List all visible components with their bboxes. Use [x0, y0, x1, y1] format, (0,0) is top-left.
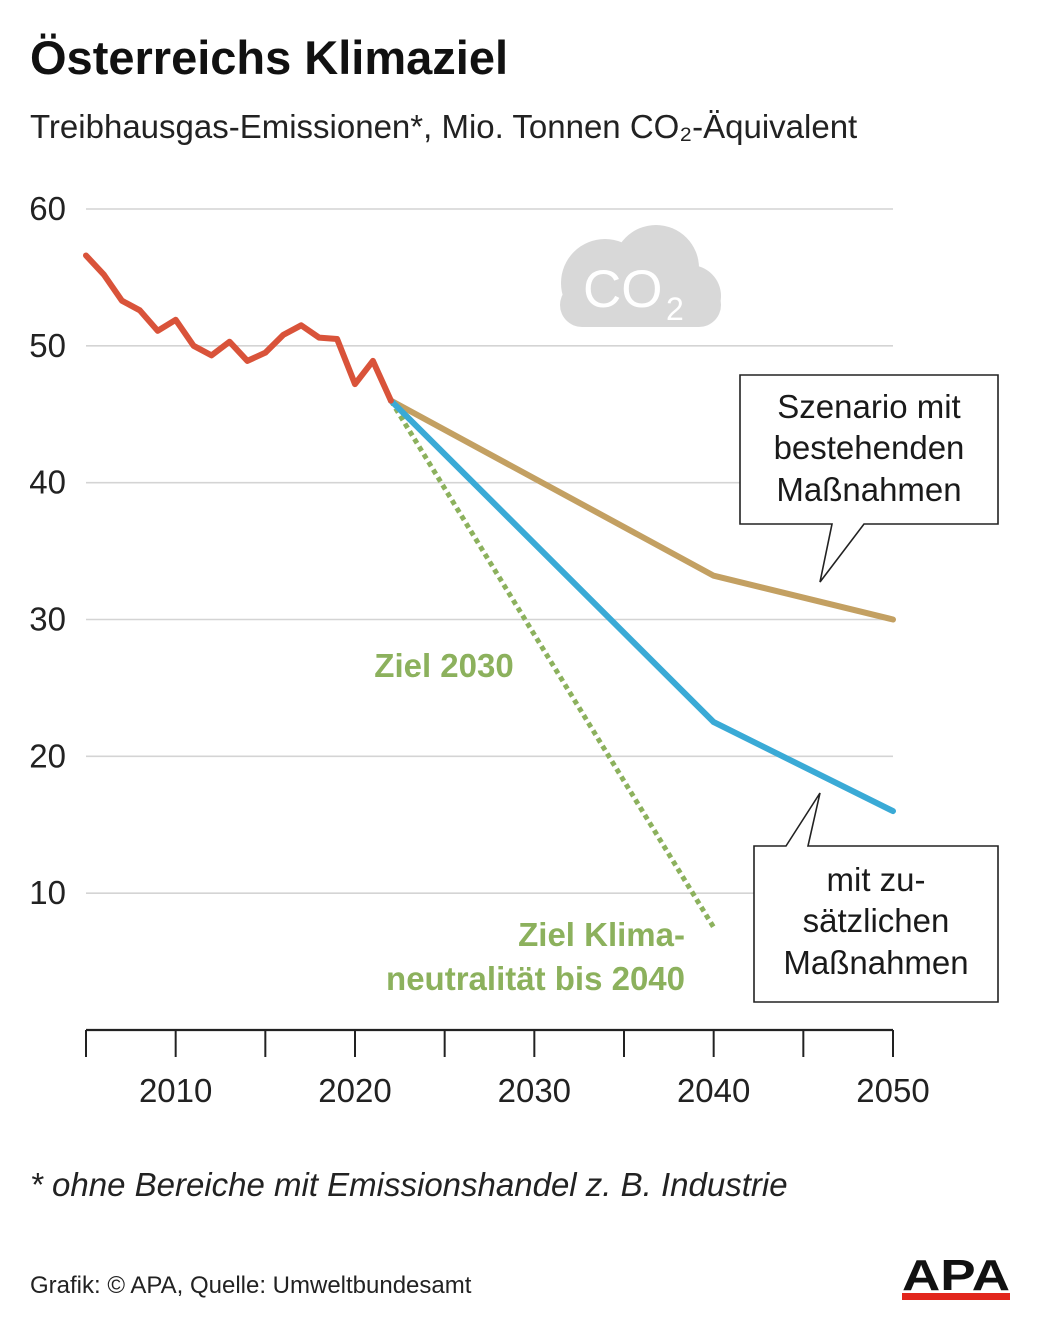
- cloud-shape: [560, 225, 721, 327]
- series-additional-measures-line: [387, 397, 896, 815]
- y-tick-label: 40: [29, 464, 66, 501]
- x-axis: 2010 2020 2030 2040 2050: [85, 1028, 930, 1109]
- y-tick-label: 50: [29, 327, 66, 364]
- y-tick-label: 20: [29, 737, 66, 774]
- chart-subtitle: Treibhausgas-Emissionen*, Mio. Tonnen CO…: [30, 108, 858, 145]
- y-tick-label: 60: [29, 190, 66, 227]
- callout-existing-line-2: bestehenden: [774, 429, 965, 466]
- callout-additional-line-3: Maßnahmen: [783, 944, 968, 981]
- callout-existing-measures: Szenario mit bestehenden Maßnahmen: [739, 374, 999, 583]
- cloud-co-label: CO: [583, 260, 663, 319]
- callout-additional-line-1: mit zu-: [827, 861, 926, 898]
- goal-neutral-line-2: neutralität bis 2040: [386, 960, 685, 997]
- callout-existing-line-1: Szenario mit: [777, 388, 960, 425]
- y-tick-label: 30: [29, 601, 66, 638]
- x-tick-label: 2050: [856, 1072, 929, 1109]
- svg-text:APA: APA: [902, 1252, 1010, 1300]
- callout-additional-box: [753, 792, 999, 1003]
- chart-title: Österreichs Klimaziel: [30, 31, 509, 84]
- source-credit: Grafik: © APA, Quelle: Umweltbundesamt: [30, 1272, 472, 1299]
- goal-2030-label: Ziel 2030: [374, 647, 513, 684]
- x-tick-label: 2010: [139, 1072, 212, 1109]
- goal-neutral-line-1: Ziel Klima-: [518, 916, 685, 953]
- callout-existing-line-3: Maßnahmen: [776, 471, 961, 508]
- callout-existing-box: [739, 374, 999, 583]
- cloud-subscript: 2: [666, 291, 684, 327]
- series-historical-line: [83, 252, 394, 404]
- x-tick-label: 2040: [677, 1072, 750, 1109]
- x-tick-label: 2030: [498, 1072, 571, 1109]
- y-tick-label: 10: [29, 874, 66, 911]
- callout-additional-line-2: sätzlichen: [803, 902, 950, 939]
- y-axis: 10 20 30 40 50 60: [29, 190, 66, 911]
- callout-additional-measures: mit zu- sätzlichen Maßnahmen: [753, 792, 999, 1003]
- series-goal-line: [388, 399, 716, 929]
- series-existing-measures-line: [387, 397, 896, 623]
- apa-logo: APA: [902, 1252, 1010, 1300]
- grid-lines: [86, 208, 893, 894]
- series-lines: [83, 252, 896, 929]
- x-tick-label: 2020: [318, 1072, 391, 1109]
- footnote: * ohne Bereiche mit Emissionshandel z. B…: [30, 1166, 788, 1203]
- co2-cloud-icon: CO 2: [560, 225, 721, 327]
